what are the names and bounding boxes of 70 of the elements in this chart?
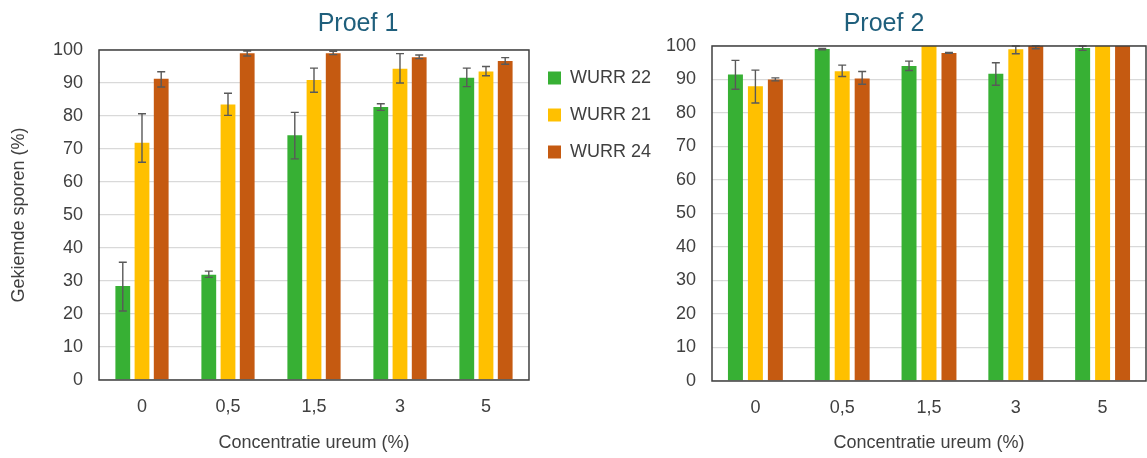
x-axis-title: Concentratie ureum (%)	[833, 432, 1025, 453]
y-tick-label: 20	[675, 302, 696, 323]
bar	[988, 73, 1004, 381]
y-tick-label: 0	[72, 368, 83, 389]
bar	[767, 79, 783, 381]
legend-label: WURR 22	[569, 66, 652, 87]
x-tick-label: 1,5	[301, 395, 327, 416]
bar	[411, 57, 427, 380]
x-tick-label: 1,5	[916, 396, 942, 417]
bar	[239, 53, 255, 380]
bar	[392, 68, 408, 380]
bar	[727, 74, 743, 381]
bar	[1028, 46, 1044, 381]
bar	[220, 104, 236, 380]
bar	[834, 71, 850, 381]
x-tick-label: 0,5	[829, 396, 855, 417]
bar	[854, 78, 870, 381]
chart-title: Proef 1	[317, 7, 399, 37]
x-axis-title: Concentratie ureum (%)	[218, 432, 410, 453]
y-tick-label: 40	[62, 236, 83, 257]
bar	[1115, 46, 1131, 381]
y-tick-label: 50	[675, 202, 696, 223]
y-tick-label: 90	[675, 68, 696, 89]
bar	[941, 53, 957, 381]
y-tick-label: 30	[675, 269, 696, 290]
bar	[814, 49, 830, 381]
y-tick-label: 20	[62, 302, 83, 323]
bar	[901, 66, 917, 381]
y-tick-label: 60	[62, 170, 83, 191]
bar	[1075, 48, 1091, 381]
x-tick-label: 3	[1010, 396, 1021, 417]
bar	[1095, 46, 1111, 381]
y-tick-label: 30	[62, 269, 83, 290]
y-tick-label: 100	[52, 38, 83, 59]
y-tick-label: 10	[675, 336, 696, 357]
bar	[306, 80, 322, 380]
bar	[497, 60, 513, 380]
y-tick-label: 70	[675, 135, 696, 156]
x-tick-label: 0	[136, 395, 148, 416]
y-tick-label: 80	[62, 104, 83, 125]
x-tick-label: 5	[480, 395, 491, 416]
y-tick-label: 80	[675, 101, 696, 122]
bar	[459, 77, 475, 380]
y-tick-label: 70	[62, 137, 83, 158]
bar	[287, 135, 303, 380]
y-tick-label: 100	[665, 34, 696, 55]
y-axis-title: Gekiemde sporen (%)	[7, 127, 28, 303]
bar	[373, 107, 389, 380]
y-tick-label: 0	[685, 369, 696, 390]
y-tick-label: 60	[675, 168, 696, 189]
bar	[1008, 49, 1024, 381]
x-tick-label: 3	[394, 395, 405, 416]
legend-label: WURR 21	[569, 103, 652, 124]
bar	[747, 86, 763, 381]
y-tick-label: 90	[62, 71, 83, 92]
y-tick-label: 10	[62, 335, 83, 356]
legend-label: WURR 24	[569, 140, 652, 161]
bar	[134, 142, 150, 380]
bar	[153, 78, 169, 380]
chart-title: Proef 2	[843, 7, 925, 37]
bar	[115, 285, 131, 380]
y-tick-label: 50	[62, 203, 83, 224]
y-tick-label: 40	[675, 235, 696, 256]
x-tick-label: 0,5	[215, 395, 241, 416]
bar	[325, 53, 341, 380]
bar	[478, 71, 494, 380]
bar	[201, 274, 217, 380]
x-tick-label: 0	[750, 396, 761, 417]
x-tick-label: 5	[1097, 396, 1108, 417]
bar	[921, 46, 937, 381]
